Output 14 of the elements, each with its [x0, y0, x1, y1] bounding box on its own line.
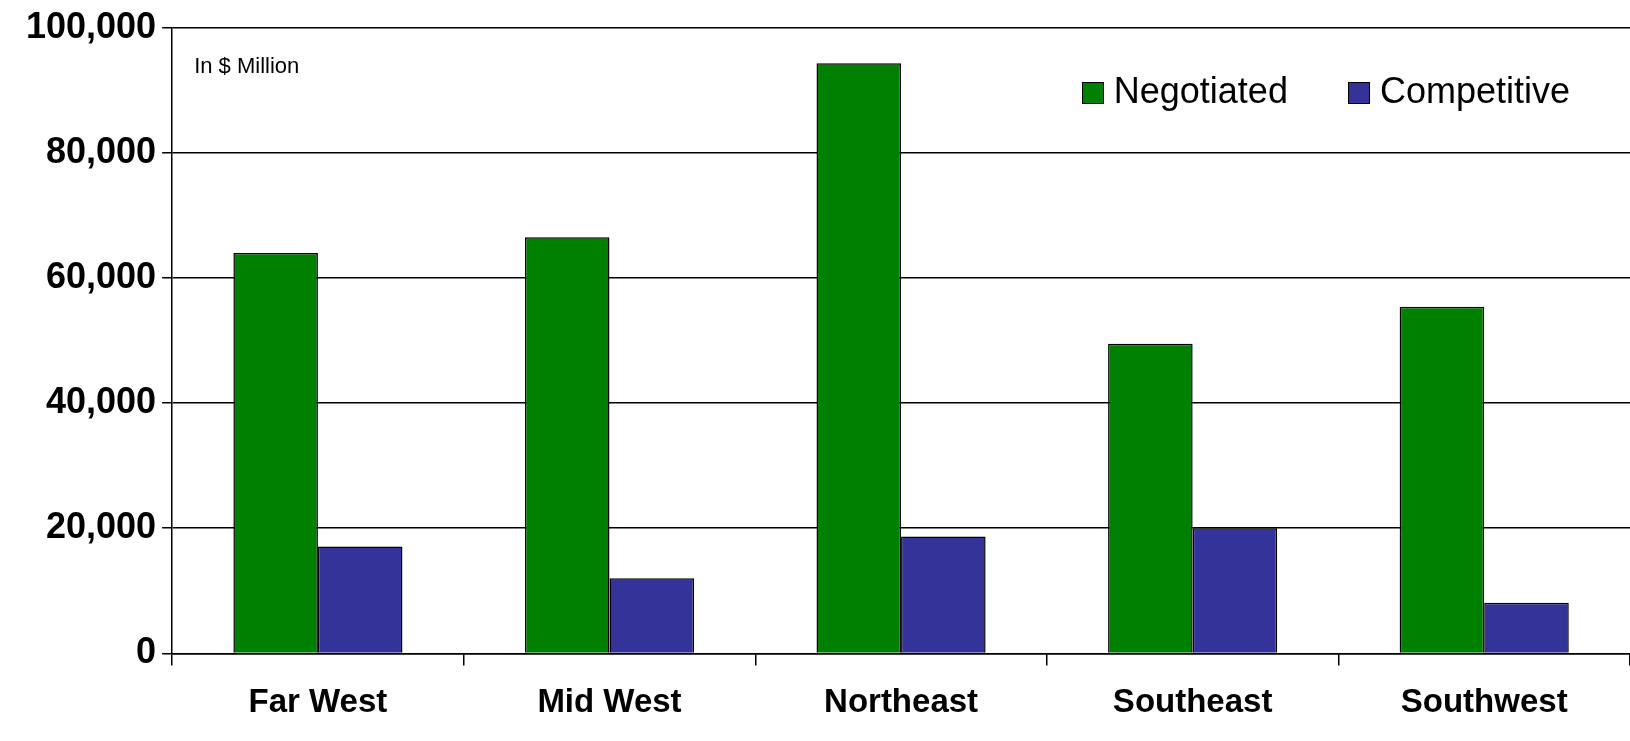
x-tick-label: Mid West — [537, 682, 682, 720]
annotation: In $ Million — [194, 52, 300, 78]
y-tick-label: 80,000 — [46, 129, 157, 171]
x-tick-label: Northeast — [824, 682, 979, 720]
legend-label: Competitive — [1378, 69, 1570, 112]
y-tick-label: 60,000 — [46, 254, 157, 296]
x-tick-label: Southeast — [1112, 682, 1273, 720]
x-tick-label: Southwest — [1400, 682, 1568, 720]
y-tick-label: 100,000 — [25, 4, 157, 46]
legend-label: Negotiated — [1112, 69, 1288, 112]
y-tick-label: 20,000 — [46, 505, 157, 547]
x-tick-label: Far West — [248, 682, 388, 720]
y-tick-label: 40,000 — [46, 380, 157, 421]
y-tick-label: 0 — [136, 630, 157, 672]
